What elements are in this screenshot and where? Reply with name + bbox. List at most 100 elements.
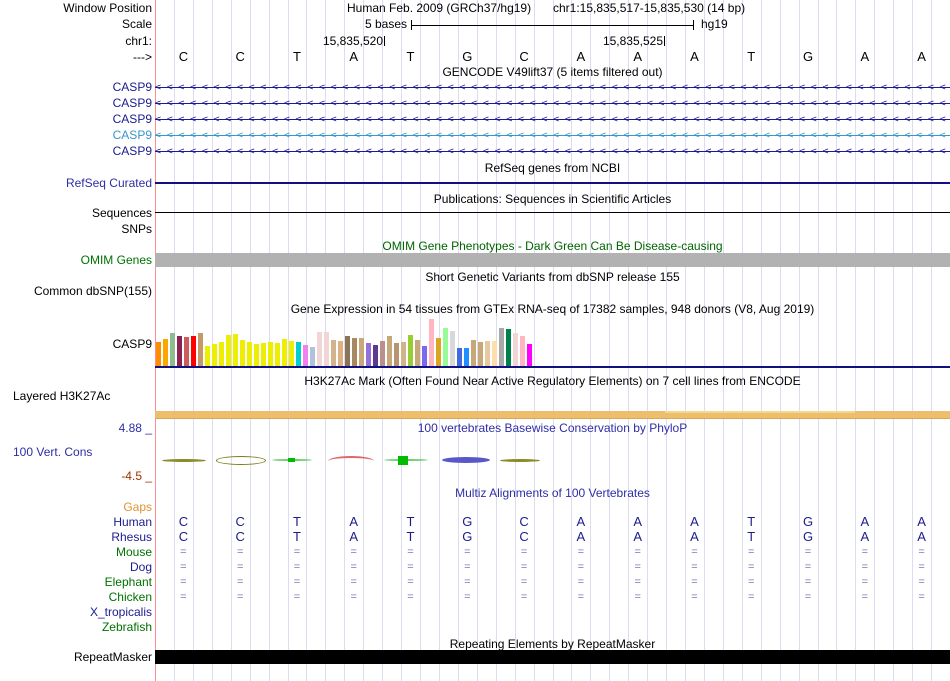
gtex-tissue-bar <box>169 333 175 366</box>
multiz-gap-mark: = <box>748 546 755 558</box>
multiz-species-label-zebrafish[interactable]: Zebrafish <box>101 620 152 634</box>
base-cell: T <box>292 49 301 64</box>
grid-line <box>703 0 705 681</box>
phylop-conservation-blob <box>500 458 540 462</box>
phylop-conservation-blob <box>328 456 374 461</box>
grid-line <box>855 0 857 681</box>
base-cell: G <box>802 514 814 529</box>
gtex-tissue-bar <box>512 333 518 366</box>
omim-title: OMIM Gene Phenotypes - Dark Green Can Be… <box>382 239 723 253</box>
repeatmasker-element-bar[interactable] <box>155 650 950 664</box>
multiz-gap-mark: = <box>634 546 641 558</box>
gtex-tissue-bar <box>281 339 287 366</box>
gtex-title: Gene Expression in 54 tissues from GTEx … <box>290 302 815 316</box>
assembly-title: Human Feb. 2009 (GRCh37/hg19) <box>347 1 532 15</box>
gencode-transcript-casp9[interactable]: <<<<<<<<<<<<<<<<<<<<<<<<<<<<<<<<<<<<<<<<… <box>155 113 950 125</box>
gtex-bar-chart[interactable] <box>155 319 576 366</box>
base-cell: T <box>406 529 415 544</box>
multiz-species-label-x_tropicalis[interactable]: X_tropicalis <box>89 605 152 619</box>
gtex-tissue-bar <box>183 337 189 366</box>
multiz-gap-mark: = <box>918 561 925 573</box>
base-cell: C <box>519 514 529 529</box>
phylop-conservation-blob <box>216 455 266 465</box>
gtex-tissue-bar <box>505 329 511 366</box>
base-cell: C <box>519 49 529 64</box>
h3k27ac-title: H3K27Ac Mark (Often Found Near Active Re… <box>304 374 801 388</box>
phylop-conservation-peak <box>288 458 295 462</box>
multiz-gap-mark: = <box>634 576 641 588</box>
track-label-common-dbsnp[interactable]: Common dbSNP(155) <box>33 284 152 298</box>
multiz-gap-mark: = <box>236 576 244 588</box>
multiz-species-label-gaps[interactable]: Gaps <box>123 500 152 514</box>
base-cell: A <box>690 49 699 64</box>
multiz-gap-mark: = <box>918 576 925 588</box>
gtex-tissue-bar <box>211 344 217 366</box>
multiz-gap-mark: = <box>861 576 869 588</box>
gtex-baseline <box>155 366 950 368</box>
grid-line <box>741 0 743 681</box>
gtex-tissue-bar <box>393 343 399 366</box>
gtex-tissue-bar <box>526 344 532 366</box>
gencode-transcript-casp9[interactable]: <<<<<<<<<<<<<<<<<<<<<<<<<<<<<<<<<<<<<<<<… <box>155 129 950 141</box>
gtex-tissue-bar <box>421 346 427 366</box>
gtex-tissue-bar <box>162 339 168 366</box>
h3k27ac-signal-bar[interactable] <box>155 411 950 419</box>
multiz-gap-mark: = <box>520 576 528 588</box>
gtex-tissue-bar <box>407 335 413 366</box>
gtex-tissue-bar <box>477 342 483 366</box>
gtex-tissue-bar <box>260 343 266 366</box>
base-cell: A <box>860 49 870 64</box>
gencode-transcript-label[interactable]: CASP9 <box>112 96 152 110</box>
grid-line <box>893 0 895 681</box>
multiz-species-label-human[interactable]: Human <box>113 515 152 529</box>
multiz-gap-mark: = <box>236 546 244 558</box>
base-cell: C <box>519 529 529 544</box>
coord-tick-right-label: 15,835,525 <box>602 34 663 48</box>
base-cell: A <box>576 49 586 64</box>
track-label-sequences[interactable]: Sequences <box>91 206 152 220</box>
grid-line <box>571 0 573 681</box>
track-label-100-vert-cons[interactable]: 100 Vert. Cons <box>13 445 93 459</box>
gtex-tissue-bar <box>295 342 301 366</box>
gtex-tissue-bar <box>456 348 462 366</box>
gtex-tissue-bar <box>309 347 315 366</box>
base-cell: A <box>349 49 359 64</box>
multiz-species-label-dog[interactable]: Dog <box>129 560 152 574</box>
gencode-transcript-label[interactable]: CASP9 <box>112 80 152 94</box>
track-label-omim-genes[interactable]: OMIM Genes <box>80 253 152 267</box>
track-label-snps[interactable]: SNPs <box>121 222 152 236</box>
multiz-species-label-mouse[interactable]: Mouse <box>115 545 152 559</box>
gencode-transcript-casp9[interactable]: <<<<<<<<<<<<<<<<<<<<<<<<<<<<<<<<<<<<<<<<… <box>155 81 950 93</box>
track-label-gtex-casp9[interactable]: CASP9 <box>112 337 152 351</box>
gencode-transcript-label[interactable]: CASP9 <box>112 112 152 126</box>
grid-line <box>495 0 497 681</box>
multiz-species-label-rhesus[interactable]: Rhesus <box>111 530 152 544</box>
multiz-gap-mark: = <box>180 561 187 573</box>
refseq-gene-line[interactable] <box>155 182 950 184</box>
multiz-species-label-elephant[interactable]: Elephant <box>104 575 152 589</box>
gtex-tissue-bar <box>239 340 245 366</box>
gtex-tissue-bar <box>379 341 385 366</box>
multiz-species-label-chicken[interactable]: Chicken <box>108 590 152 604</box>
phylop-conservation-blob <box>442 457 490 463</box>
track-label-repeatmasker[interactable]: RepeatMasker <box>73 650 152 664</box>
track-label-refseq-curated[interactable]: RefSeq Curated <box>65 176 152 190</box>
gencode-transcript-label[interactable]: CASP9 <box>112 128 152 142</box>
gencode-transcript-casp9[interactable]: <<<<<<<<<<<<<<<<<<<<<<<<<<<<<<<<<<<<<<<<… <box>155 97 950 109</box>
multiz-gap-mark: = <box>293 561 301 573</box>
base-cell: T <box>747 529 756 544</box>
gtex-tissue-bar <box>358 338 364 366</box>
gencode-transcript-casp9[interactable]: <<<<<<<<<<<<<<<<<<<<<<<<<<<<<<<<<<<<<<<<… <box>155 145 950 157</box>
phylop-max-label: 4.88 _ <box>118 421 152 435</box>
gencode-transcript-label[interactable]: CASP9 <box>112 144 152 158</box>
omim-gene-bar[interactable] <box>155 253 950 267</box>
multiz-gap-mark: = <box>804 591 812 603</box>
track-label-layered-h3k27ac[interactable]: Layered H3K27Ac <box>13 389 111 403</box>
gtex-tissue-bar <box>484 341 490 366</box>
multiz-gap-mark: = <box>180 576 187 588</box>
multiz-gap-mark: = <box>293 576 301 588</box>
gtex-tissue-bar <box>519 336 525 366</box>
sequences-feature-line[interactable] <box>155 212 950 213</box>
multiz-gap-mark: = <box>691 561 698 573</box>
